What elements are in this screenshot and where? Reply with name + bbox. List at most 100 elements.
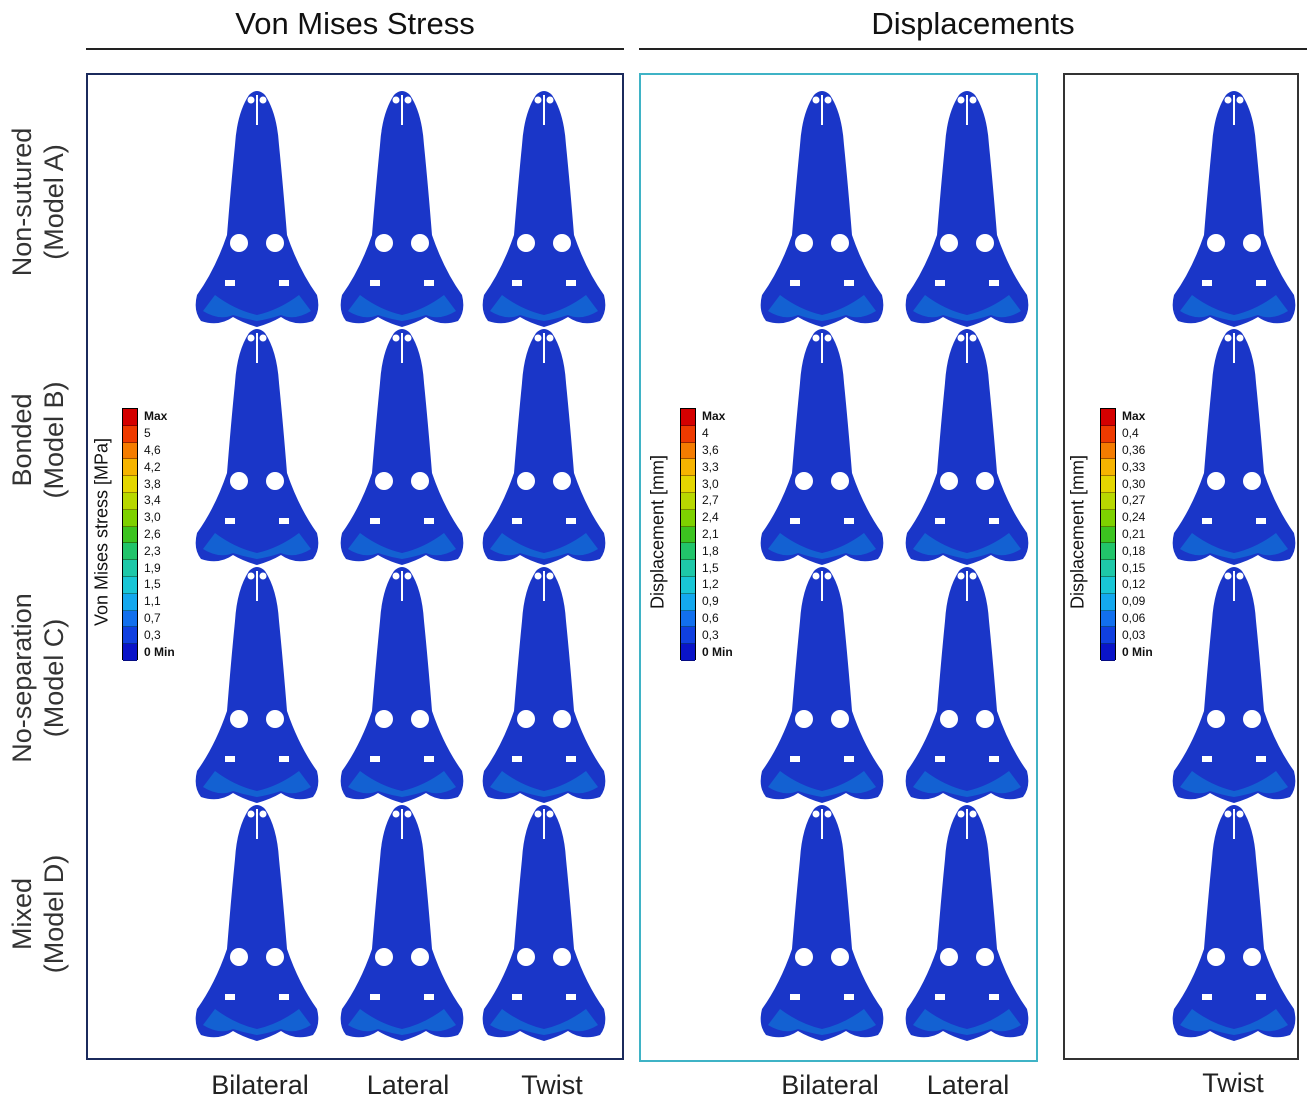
header-underline-displacement xyxy=(639,48,1307,50)
legend-tick-label: 0,27 xyxy=(1122,493,1146,508)
header-displacements: Displacements xyxy=(871,6,1075,41)
legend-color-cell xyxy=(681,509,695,527)
legend-color-cell xyxy=(123,560,137,577)
legend-color-cell xyxy=(681,627,695,645)
legend-color-cell xyxy=(123,442,137,460)
row-label-model-a: Non-sutured (Model A) xyxy=(7,127,69,277)
legend-tick-label: 3,6 xyxy=(702,443,719,457)
legend-color-cell xyxy=(123,610,137,628)
legend-color-cell xyxy=(1101,476,1115,493)
skull-plot-model-d-twist-displacement xyxy=(1172,804,1297,1042)
legend-color-cell xyxy=(1101,560,1115,577)
legend-tick-label: 0,6 xyxy=(702,611,719,625)
legend-color-cell xyxy=(1101,610,1115,628)
skull-plot-model-a-stress-bilateral xyxy=(195,90,320,328)
stress-legend: Von Mises stress [MPa] Max 5 4,6 4,2 3,8 3,4 3… xyxy=(90,402,200,664)
legend-color-cell xyxy=(681,442,695,460)
displacement-colorbar xyxy=(680,408,696,661)
legend-tick-label: 4,6 xyxy=(144,443,161,457)
displacement-legend-title: Displacement [mm] xyxy=(647,454,668,610)
legend-tick-label: 0,03 xyxy=(1122,627,1146,642)
skull-plot-model-a-stress-lateral xyxy=(340,90,465,328)
skull-plot-model-d-displacement-bilateral xyxy=(760,804,885,1042)
row-label-model-b: Bonded (Model B) xyxy=(7,381,69,499)
legend-tick-label: Max xyxy=(1122,409,1146,424)
column-label-stress-bilateral: Bilateral xyxy=(211,1070,309,1100)
legend-tick-label: 5 xyxy=(144,426,151,441)
stress-colorbar xyxy=(122,408,138,661)
legend-color-cell xyxy=(123,526,137,544)
legend-color-cell xyxy=(681,409,695,426)
skull-plot-model-b-twist-displacement xyxy=(1172,328,1297,566)
stress-panel xyxy=(86,73,624,1060)
legend-tick-label: Max xyxy=(702,409,726,424)
skull-plot-model-c-displacement-lateral xyxy=(905,566,1030,804)
legend-tick-label: 3,0 xyxy=(702,476,719,491)
legend-color-cell xyxy=(681,526,695,544)
legend-tick-label: 2,3 xyxy=(144,543,161,558)
legend-color-cell xyxy=(123,627,137,645)
legend-color-cell xyxy=(123,644,137,661)
column-label-displacement-bilateral: Bilateral xyxy=(781,1070,879,1100)
legend-tick-label: 0,7 xyxy=(144,611,161,625)
legend-tick-label: 2,6 xyxy=(144,527,161,541)
skull-plot-model-c-stress-twist xyxy=(482,566,607,804)
legend-tick-label: 1,8 xyxy=(702,543,719,558)
legend-tick-label: 0,15 xyxy=(1122,560,1146,575)
legend-color-cell xyxy=(681,492,695,510)
skull-plot-model-d-stress-lateral xyxy=(340,804,465,1042)
skull-plot-model-c-stress-bilateral xyxy=(195,566,320,804)
legend-tick-label: 1,5 xyxy=(702,560,719,575)
legend-tick-label: 1,5 xyxy=(144,577,161,592)
legend-tick-label: 4,2 xyxy=(144,459,161,474)
twist-displacement-panel xyxy=(1063,73,1299,1060)
legend-color-cell xyxy=(1101,593,1115,611)
legend-tick-label: 3,3 xyxy=(702,459,719,474)
twist-legend-title: Displacement [mm] xyxy=(1067,454,1088,610)
legend-color-cell xyxy=(681,543,695,561)
skull-plot-model-a-displacement-bilateral xyxy=(760,90,885,328)
legend-color-cell xyxy=(123,509,137,527)
stress-legend-title: Von Mises stress [MPa] xyxy=(91,437,112,627)
legend-color-cell xyxy=(123,593,137,611)
legend-color-cell xyxy=(1101,627,1115,645)
legend-color-cell xyxy=(123,543,137,561)
legend-tick-label: 0,4 xyxy=(1122,426,1139,441)
legend-tick-label: 0,18 xyxy=(1122,543,1146,558)
legend-tick-label: 1,9 xyxy=(144,560,161,575)
skull-plot-model-c-displacement-bilateral xyxy=(760,566,885,804)
legend-color-cell xyxy=(681,425,695,443)
column-label-stress-lateral: Lateral xyxy=(366,1070,450,1100)
row-label-model-d: Mixed (Model D) xyxy=(7,854,69,974)
legend-color-cell xyxy=(1101,442,1115,460)
legend-tick-label: 2,4 xyxy=(702,510,719,525)
legend-tick-label: 0,3 xyxy=(144,627,161,642)
legend-color-cell xyxy=(1101,425,1115,443)
legend-tick-label: 0,12 xyxy=(1122,577,1146,592)
header-von-mises-stress: Von Mises Stress xyxy=(235,6,475,41)
skull-plot-model-b-displacement-lateral xyxy=(905,328,1030,566)
legend-tick-label: Max xyxy=(144,409,168,424)
legend-color-cell xyxy=(1101,492,1115,510)
legend-tick-label: 0,09 xyxy=(1122,594,1146,609)
row-label-model-c: No-separation (Model C) xyxy=(7,593,69,763)
legend-tick-label: 0,9 xyxy=(702,594,719,609)
legend-tick-label: 1,2 xyxy=(702,577,719,592)
legend-tick-label: 0 Min xyxy=(702,644,733,659)
legend-tick-label: 0,3 xyxy=(702,627,719,642)
skull-plot-model-c-twist-displacement xyxy=(1172,566,1297,804)
legend-tick-label: 0,33 xyxy=(1122,459,1146,474)
skull-plot-model-b-stress-bilateral xyxy=(195,328,320,566)
legend-tick-label: 2,7 xyxy=(702,493,719,508)
skull-plot-model-a-stress-twist xyxy=(482,90,607,328)
legend-tick-label: 0,06 xyxy=(1122,611,1146,625)
displacement-legend: Displacement [mm] Max 4 3,6 3,3 3,0 2,7 2,4 2,1… xyxy=(646,402,756,664)
legend-tick-label: 3,0 xyxy=(144,510,161,525)
legend-tick-label: 0 Min xyxy=(144,644,175,659)
skull-plot-model-b-stress-twist xyxy=(482,328,607,566)
skull-plot-model-a-twist-displacement xyxy=(1172,90,1297,328)
twist-legend: Displacement [mm] Max 0,4 0,36 0,33 0,30 0,27… xyxy=(1066,402,1176,664)
legend-color-cell xyxy=(681,610,695,628)
skull-plot-model-c-stress-lateral xyxy=(340,566,465,804)
skull-plot-model-d-stress-twist xyxy=(482,804,607,1042)
